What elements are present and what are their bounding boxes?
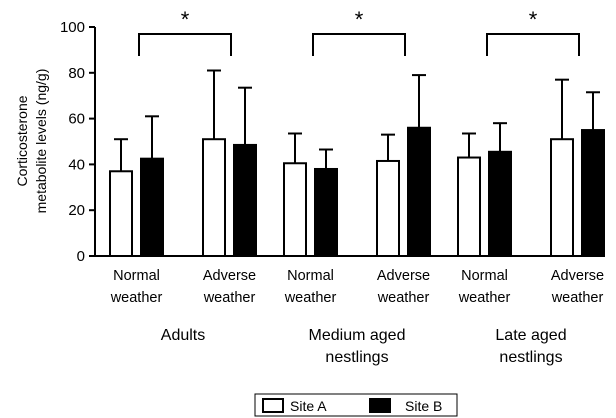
significance-marker: * [181, 7, 190, 32]
group-label: nestlings [499, 349, 562, 366]
bar-site-a [109, 170, 133, 258]
group-label: Late aged [495, 327, 566, 344]
y-tick-label: 100 [60, 19, 85, 36]
condition-label: weather [377, 290, 430, 306]
bars [109, 126, 605, 258]
y-axis-title: Corticosterone metabolite levels (ng/g) [14, 69, 49, 214]
y-axis-title-line2: metabolite levels (ng/g) [33, 69, 49, 214]
axes: 0 20 40 60 80 100 [60, 19, 602, 265]
legend-label: Site B [405, 398, 442, 414]
bar-site-b [233, 143, 257, 257]
condition-label: weather [458, 290, 511, 306]
condition-label: Normal [287, 268, 334, 284]
y-tick-label: 20 [68, 202, 85, 219]
y-axis-title-line1: Corticosterone [14, 95, 30, 186]
significance-bracket [138, 33, 232, 56]
group-label: Medium aged [309, 327, 406, 344]
condition-label: weather [551, 290, 604, 306]
condition-label: Normal [113, 268, 160, 284]
group-label: nestlings [325, 349, 388, 366]
error-bars [114, 69, 600, 172]
condition-label: weather [203, 290, 256, 306]
bar-site-a [283, 162, 307, 258]
bar-site-b [314, 167, 338, 257]
legend-label: Site A [290, 398, 327, 414]
condition-label: Normal [461, 268, 508, 284]
significance-brackets: * * * [138, 7, 580, 56]
bar-site-a [550, 138, 574, 258]
condition-label: weather [110, 290, 163, 306]
legend-box [254, 393, 458, 417]
bar-site-b [488, 150, 512, 257]
significance-bracket [312, 33, 406, 56]
y-tick-label: 80 [68, 65, 85, 82]
condition-label: Adverse [551, 268, 604, 284]
y-tick-label: 60 [68, 111, 85, 128]
condition-label: Adverse [203, 268, 256, 284]
condition-label: weather [284, 290, 337, 306]
significance-bracket [486, 33, 580, 56]
x-axis-labels: Normal weather Adverse weather Adults Normal w… [110, 268, 604, 366]
bar-site-b [581, 129, 605, 257]
legend-swatch-site-a [262, 398, 284, 413]
legend-swatch-site-b [369, 398, 391, 413]
bar-site-a [457, 156, 481, 257]
significance-marker: * [529, 7, 538, 32]
bar-site-b [140, 157, 164, 257]
condition-label: Adverse [377, 268, 430, 284]
significance-marker: * [355, 7, 364, 32]
group-label: Adults [161, 327, 205, 344]
y-tick-label: 0 [77, 248, 85, 265]
y-tick-label: 40 [68, 156, 85, 173]
legend: Site A Site B [254, 393, 458, 417]
bar-site-a [202, 138, 226, 258]
bar-site-b [407, 126, 431, 258]
bar-site-a [376, 159, 400, 257]
